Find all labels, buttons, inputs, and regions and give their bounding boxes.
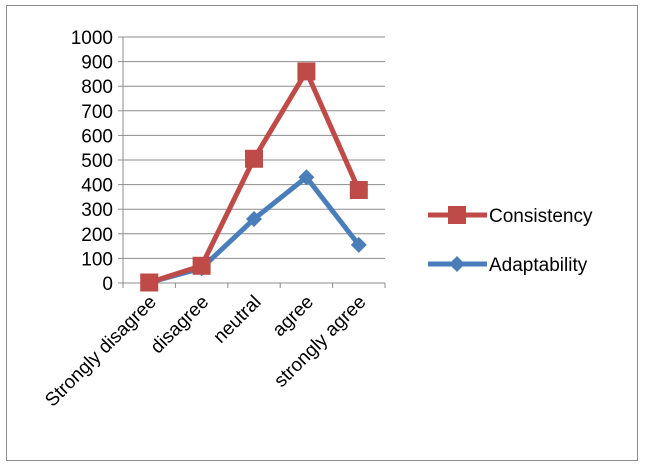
data-point-square [349, 181, 368, 200]
y-tick-label: 900 [81, 53, 113, 74]
y-tick-label: 300 [81, 200, 113, 221]
data-point-diamond [246, 211, 262, 228]
y-tick-labels: 0 100 200 300 400 500 600 700 800 900 1000 [71, 28, 113, 295]
gridlines [123, 36, 385, 259]
series-line [148, 174, 361, 285]
y-tick-label: 400 [81, 176, 113, 197]
y-tick-label: 500 [81, 151, 113, 172]
x-tick-label: strongly agree [270, 292, 370, 392]
series-consistency [140, 62, 368, 292]
data-point-diamond [449, 256, 465, 272]
x-tick-label: agree [269, 292, 318, 341]
y-tick-label: 0 [102, 274, 113, 295]
data-point-diamond [350, 236, 367, 253]
chart-frame [6, 5, 638, 461]
data-point-square [140, 273, 159, 292]
y-tick-label: 700 [81, 102, 113, 123]
legend-entry-adaptability: Adaptability [428, 255, 588, 276]
data-point-square [448, 206, 466, 224]
legend-label: Adaptability [489, 255, 588, 276]
series-lines [140, 62, 368, 292]
y-tick-label: 800 [81, 77, 113, 98]
legend: Consistency Adaptability [428, 206, 593, 276]
y-tick-label: 100 [81, 249, 113, 270]
data-point-square [297, 62, 316, 81]
data-point-diamond [298, 169, 315, 186]
axes [118, 36, 386, 288]
y-tick-label: 200 [81, 225, 113, 246]
x-tick-label: Strongly disagree [41, 292, 160, 411]
legend-label: Consistency [489, 206, 593, 227]
series-line [148, 68, 362, 285]
y-tick-label: 600 [81, 126, 113, 147]
data-point-square [245, 149, 263, 168]
y-tick-label: 1000 [71, 28, 113, 49]
x-tick-label: neutral [210, 292, 266, 348]
data-point-square [192, 256, 211, 275]
legend-entry-consistency: Consistency [428, 206, 593, 227]
x-tick-label: disagree [147, 292, 213, 358]
